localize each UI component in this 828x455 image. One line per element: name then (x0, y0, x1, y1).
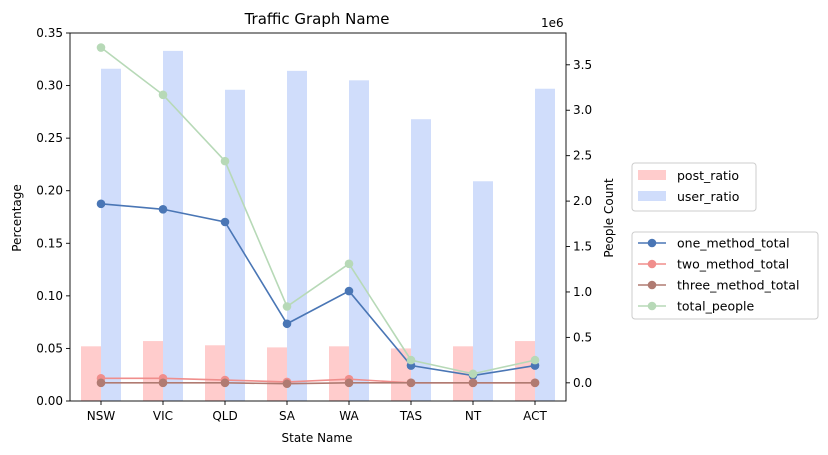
bar-user_ratio-sa (287, 70, 307, 401)
bar-user_ratio-tas (411, 119, 431, 402)
bar-user_ratio-wa (349, 80, 369, 402)
y-tick-label-right: 0.0 (573, 376, 592, 390)
x-tick-label-sa: SA (279, 409, 296, 423)
x-axis-label: State Name (282, 431, 353, 445)
legend-swatch-user_ratio (638, 191, 666, 201)
y-tick-label-right: 3.0 (573, 103, 592, 117)
point-one_method_total-nsw (96, 199, 106, 209)
bar-post_ratio-nsw (81, 346, 101, 401)
legend-label-post_ratio: post_ratio (677, 168, 739, 183)
point-three_method_total-nt (468, 378, 478, 388)
axes-layer: 0.00 0.05 0.10 0.15 0.20 0.25 0.30 0.35 0.0 0.5 1.… (36, 26, 592, 423)
y-axis-label-left: Percentage (10, 184, 24, 252)
legend-bars: post_ratio user_ratio (631, 162, 757, 212)
legend-label-total_people: total_people (677, 299, 755, 314)
legend-marker-total_people (647, 301, 657, 311)
point-three_method_total-sa (282, 379, 292, 389)
y-tick-label-right: 2.5 (573, 149, 592, 163)
legend-label-two_method_total: two_method_total (677, 257, 789, 272)
point-three_method_total-wa (344, 378, 354, 388)
x-tick-label-wa: WA (339, 409, 359, 423)
right-axis-offset-label: 1e6 (541, 16, 564, 30)
point-three_method_total-act (530, 378, 540, 388)
chart-title: Traffic Graph Name (244, 10, 390, 28)
y-axis-label-right: People Count (602, 178, 616, 258)
line-three_method_total (101, 382, 535, 385)
y-tick-label-right: 2.0 (573, 194, 592, 208)
bar-post_ratio-act (515, 341, 535, 401)
point-three_method_total-vic (158, 378, 168, 388)
legend-box-lines (631, 231, 819, 320)
y-tick-label-right: 0.5 (573, 330, 592, 344)
point-one_method_total-wa (344, 286, 354, 296)
point-total_people-wa (344, 259, 354, 269)
y-tick-label-left: 0.15 (36, 236, 63, 250)
point-one_method_total-qld (220, 217, 230, 227)
bar-post_ratio-wa (329, 346, 349, 401)
bar-user_ratio-act (535, 88, 555, 402)
point-three_method_total-nsw (96, 378, 106, 388)
legend-label-user_ratio: user_ratio (677, 189, 739, 204)
bar-user_ratio-nsw (101, 68, 121, 402)
x-tick-label-nt: NT (465, 409, 482, 423)
legend-swatch-post_ratio (638, 170, 666, 180)
lines-layer (96, 43, 540, 389)
y-tick-label-right: 3.5 (573, 58, 592, 72)
legend-marker-two_method_total (647, 259, 657, 269)
plot-frame (69, 32, 567, 402)
point-total_people-nsw (96, 43, 106, 52)
y-tick-label-left: 0.00 (36, 394, 63, 408)
y-tick-label-left: 0.35 (36, 26, 63, 40)
point-total_people-tas (406, 355, 416, 365)
y-tick-label-left: 0.10 (36, 289, 63, 303)
bar-post_ratio-qld (205, 345, 225, 401)
line-one_method_total (100, 203, 536, 377)
bar-user_ratio-qld (225, 89, 245, 401)
legend-label-one_method_total: one_method_total (677, 236, 790, 251)
bar-user_ratio-vic (163, 50, 183, 401)
legend-marker-three_method_total (647, 280, 657, 290)
x-tick-label-nsw: NSW (87, 409, 116, 423)
legend-lines: one_method_total two_method_total three_me… (631, 231, 819, 320)
bar-post_ratio-sa (267, 347, 287, 401)
y-tick-label-right: 1.0 (573, 285, 592, 299)
point-three_method_total-qld (220, 378, 230, 388)
y-tick-label-right: 1.5 (573, 240, 592, 254)
line-total_people (100, 46, 536, 375)
x-tick-label-vic: VIC (153, 409, 173, 423)
point-total_people-sa (282, 302, 292, 311)
point-one_method_total-vic (158, 204, 168, 214)
x-tick-label-act: ACT (523, 409, 547, 423)
point-three_method_total-tas (406, 378, 416, 388)
bar-user_ratio-nt (473, 181, 493, 401)
point-total_people-vic (158, 90, 168, 100)
x-tick-label-qld: QLD (212, 409, 237, 423)
bar-post_ratio-tas (391, 348, 411, 401)
point-one_method_total-sa (282, 319, 292, 329)
point-total_people-qld (220, 156, 230, 166)
point-total_people-nt (468, 369, 478, 379)
legend-label-three_method_total: three_method_total (677, 278, 799, 293)
y-tick-label-left: 0.20 (36, 184, 63, 198)
point-total_people-act (530, 355, 540, 365)
bars-layer (81, 50, 555, 402)
y-tick-label-left: 0.25 (36, 131, 63, 145)
legend-marker-one_method_total (647, 238, 657, 248)
x-tick-label-tas: TAS (399, 409, 422, 423)
y-tick-label-left: 0.30 (36, 79, 63, 93)
bar-post_ratio-vic (143, 341, 163, 401)
y-tick-label-left: 0.05 (36, 341, 63, 355)
